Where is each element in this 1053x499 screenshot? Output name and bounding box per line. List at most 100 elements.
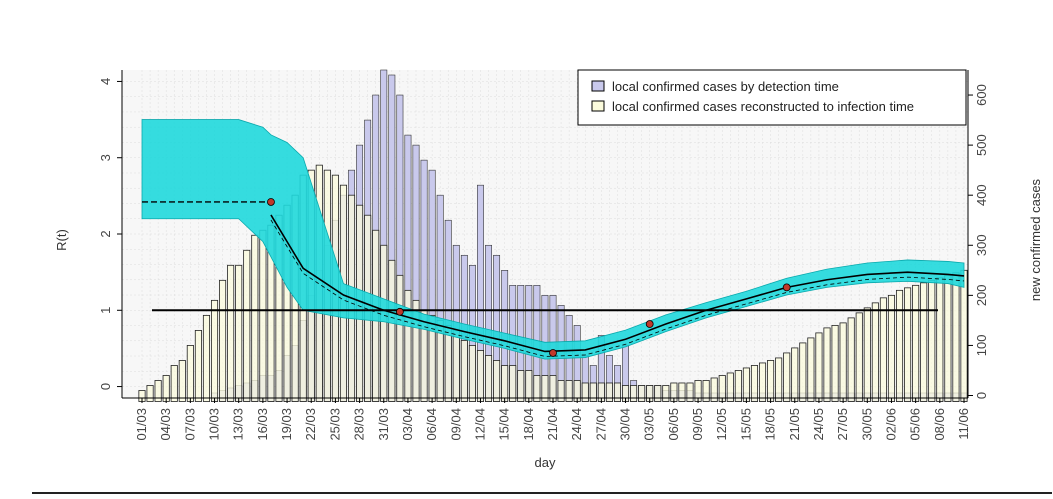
rt-highlight-point [267,198,275,206]
infection-bar [960,269,968,402]
rt-highlight-point [782,283,791,292]
x-tick-label: 13/03 [231,408,246,441]
x-tick-label: 08/06 [932,408,947,441]
highlighted-points [267,198,791,357]
infection-bar [799,342,807,402]
legend-label-infection: local confirmed cases reconstructed to i… [612,99,914,114]
infection-bar [219,279,227,402]
infection-bar [702,380,710,402]
infection-bar [146,385,154,402]
y-left-tick-label: 4 [98,78,113,85]
legend-box [577,69,967,126]
x-tick-label: 30/04 [618,408,633,441]
infection-bar [589,382,597,402]
confidence-band [141,119,965,360]
infection-bar [501,365,509,402]
infection-bar [194,329,202,402]
infection-bar [750,365,759,402]
rt-highlight-point [395,307,404,316]
infection-bar [654,385,662,402]
infection-bar [920,282,928,402]
x-tick-label: 15/04 [497,408,512,441]
y-right-tick-label: 400 [974,184,989,206]
x-tick-label: 06/05 [666,408,681,441]
infection-bar [186,345,194,402]
legend-label-detection: local confirmed cases by detection time [612,79,839,94]
x-tick-label: 25/03 [327,408,342,441]
y-right-tick-label: 200 [974,284,989,306]
infection-bar [758,362,767,402]
x-tick-label: 05/06 [908,408,923,441]
infection-bar [452,329,460,402]
infection-bar [638,385,646,402]
infection-bar [210,299,219,402]
x-tick-label: 06/04 [424,408,439,441]
x-tick-label: 24/05 [811,408,826,441]
x-tick-label: 19/03 [279,408,294,441]
infection-bar [557,380,565,402]
axes [117,70,973,403]
infection-bar [565,380,573,402]
infection-bar [831,324,839,402]
x-tick-label: 03/05 [642,408,657,441]
rt-curve [270,214,965,353]
infection-bar [227,264,235,402]
infection-bar [154,380,162,402]
infection-bar [444,324,452,402]
y-axis-right-title: new confirmed cases [1028,178,1043,301]
legend-swatch-detection [591,80,605,92]
bottom-divider [32,492,1052,494]
infection-bar [871,302,879,402]
infection-bar [509,365,517,402]
x-tick-label: 18/05 [763,408,778,441]
x-axis-title: day [535,455,556,470]
y-right-tick-label: 300 [974,234,989,256]
infection-bar [460,340,468,402]
x-tick-label: 27/05 [835,408,850,441]
infection-bar [251,234,259,402]
infection-bar [178,360,186,402]
x-tick-label: 30/05 [859,408,874,441]
infection-bar [952,272,960,402]
infection-bar [734,370,742,402]
labels: 0 1 2 3 4 0 100 200 300 400 500 600 01/03 04/03 07/03 1… [98,78,989,441]
infection-bar [767,360,775,402]
infection-bar [791,347,799,402]
infection-bar [839,322,847,402]
infection-bar [847,317,855,402]
legend-swatch-infection [591,100,605,112]
infection-bar [879,297,887,402]
x-tick-label: 12/04 [472,408,487,441]
infection-bar [912,284,920,402]
infection-bar [936,277,944,402]
infection-bar [525,370,533,402]
infection-bar [170,365,178,402]
infection-bar [662,385,670,402]
infection-bar [476,350,485,402]
x-tick-label: 02/06 [883,408,898,441]
infection-bar [517,370,525,402]
infection-bar [493,360,501,402]
y-axis-left-title: R(t) [54,229,69,251]
infection-bar [581,382,589,402]
x-tick-label: 27/04 [593,408,608,441]
infection-bar [783,352,791,402]
infection-bar [678,382,686,402]
x-tick-label: 12/05 [714,408,729,441]
infection-bar [484,355,493,402]
infection-bar [613,382,622,402]
legend: local confirmed cases by detection time … [577,69,967,126]
infection-bar [928,279,936,402]
infection-bar [863,307,871,402]
infection-bar [605,382,613,402]
infection-bar [380,244,388,402]
infection-bar [541,375,549,402]
y-right-tick-label: 500 [974,134,989,156]
infection-bar [726,372,734,402]
infection-bar [202,314,211,402]
x-tick-label: 16/03 [255,408,270,441]
y-left-tick-label: 0 [98,383,113,390]
y-right-tick-label: 0 [974,392,989,399]
x-tick-label: 21/04 [545,408,560,441]
